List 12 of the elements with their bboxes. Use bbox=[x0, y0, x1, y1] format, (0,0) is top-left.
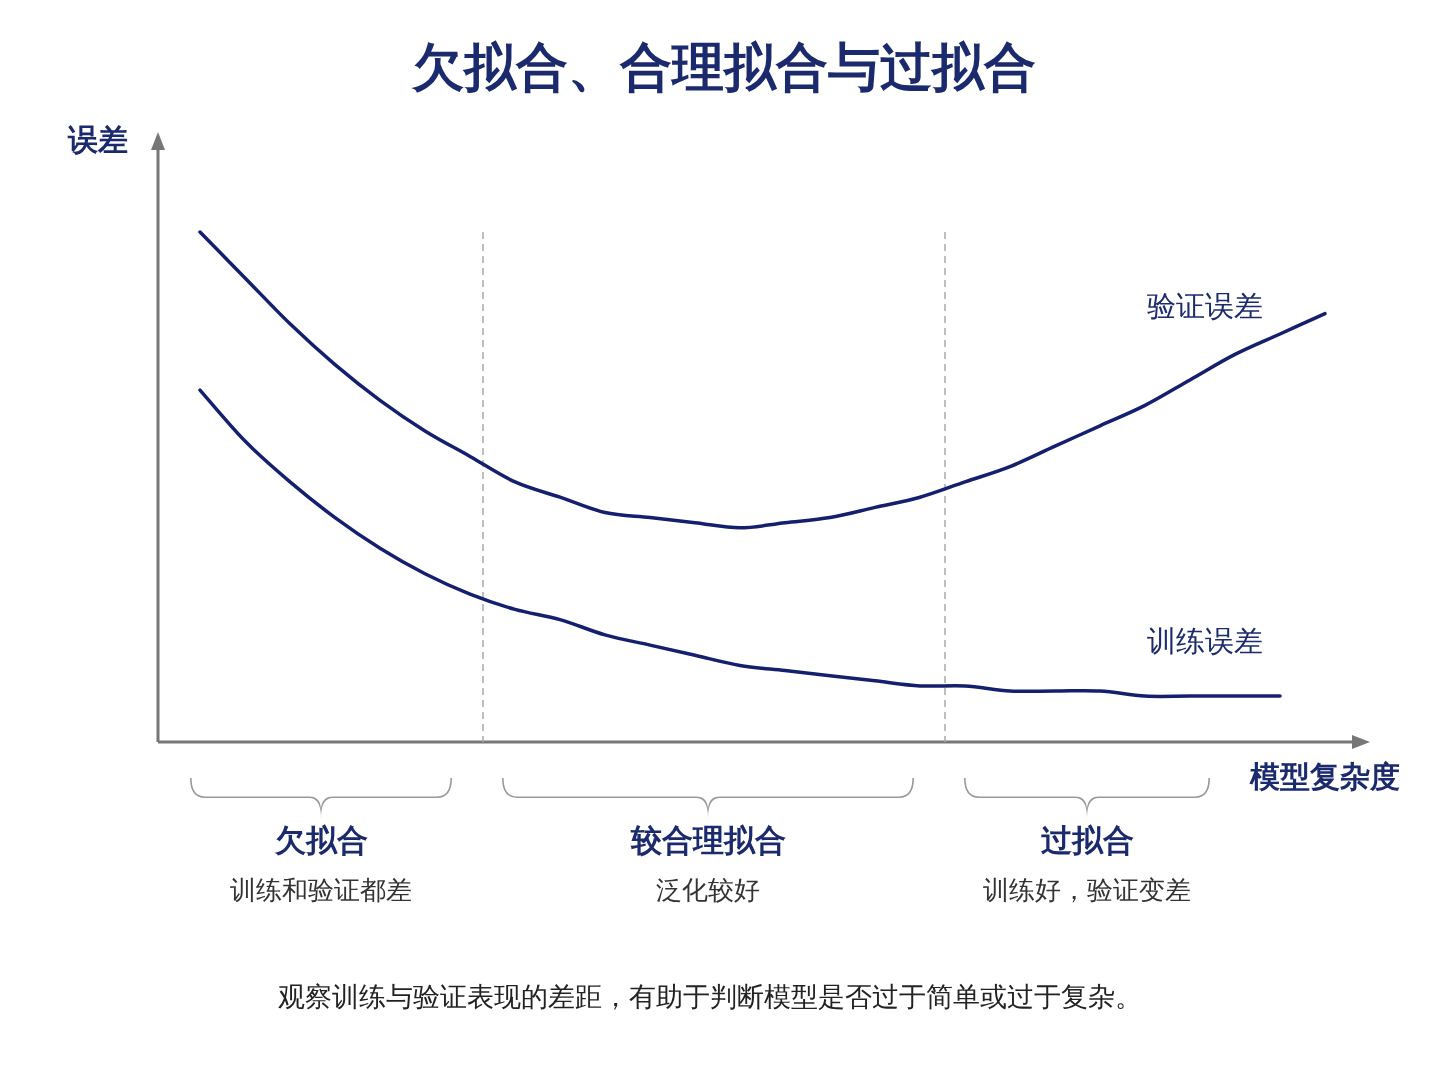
series-label: 验证误差 bbox=[1147, 288, 1263, 323]
chart-title: 欠拟合、合理拟合与过拟合 bbox=[411, 37, 1036, 97]
text: 观察训练与验证表现的差距，有助于判断模型是否过于简单或过于复杂。 bbox=[278, 981, 1142, 1012]
text: 过拟合 bbox=[1040, 822, 1134, 858]
text: 较合理拟合 bbox=[629, 822, 786, 858]
text: 泛化较好 bbox=[656, 875, 760, 905]
text: 训练好，验证变差 bbox=[983, 875, 1191, 905]
x-axis-title: 模型复杂度 bbox=[1249, 759, 1400, 794]
y-axis-title: 误差 bbox=[67, 122, 128, 157]
text: 欠拟合 bbox=[273, 822, 368, 858]
series-label: 训练误差 bbox=[1147, 624, 1263, 659]
text: 训练和验证都差 bbox=[230, 875, 412, 905]
